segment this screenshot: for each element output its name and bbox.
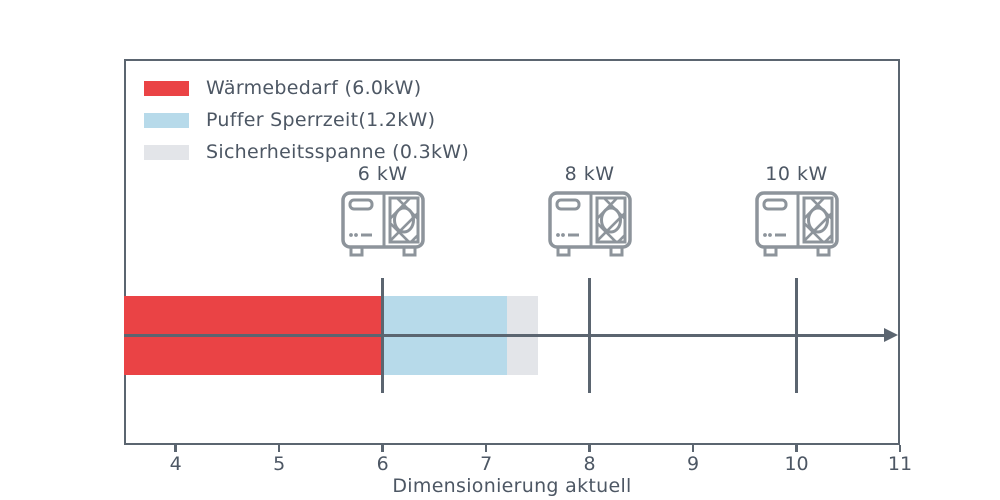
x-tick-label: 5 <box>273 453 286 475</box>
x-tick-mark <box>795 445 798 452</box>
legend-swatch <box>144 112 189 128</box>
legend-label: Wärmebedarf (6.0kW) <box>206 77 422 99</box>
legend-row: Wärmebedarf (6.0kW) <box>144 72 469 104</box>
x-tick-mark <box>381 445 384 452</box>
pump-size-label: 10 kW <box>765 163 828 185</box>
heat-pump-icon <box>547 190 633 262</box>
legend-label: Sicherheitsspanne (0.3kW) <box>206 141 470 163</box>
x-tick-label: 7 <box>480 453 493 475</box>
plot-area: Wärmebedarf (6.0kW) Puffer Sperrzeit(1.2k… <box>124 59 912 497</box>
pump-size-label: 6 kW <box>357 163 408 185</box>
x-tick-label: 6 <box>376 453 389 475</box>
x-tick-label: 8 <box>583 453 596 475</box>
x-tick-label: 4 <box>169 453 182 475</box>
pump-size-label: 8 kW <box>564 163 615 185</box>
heat-pump-icon <box>754 190 840 262</box>
pump-marker-line <box>795 278 798 393</box>
bar-stack <box>124 296 900 375</box>
x-axis-arrow-line <box>124 334 886 337</box>
x-axis-arrow-head <box>884 328 898 342</box>
x-tick-mark <box>277 445 281 452</box>
legend-swatch <box>144 80 189 96</box>
legend-row: Puffer Sperrzeit(1.2kW) <box>144 104 469 136</box>
heat-pump-icon <box>340 190 426 262</box>
legend-label: Puffer Sperrzeit(1.2kW) <box>206 109 436 131</box>
pump-marker-line <box>588 278 591 393</box>
legend-swatch <box>144 144 189 160</box>
x-tick-label: 9 <box>687 453 700 475</box>
x-axis-label: Dimensionierung aktuell <box>392 475 632 497</box>
x-tick-mark <box>174 445 177 452</box>
legend-row: Sicherheitsspanne (0.3kW) <box>144 136 469 168</box>
x-tick-mark <box>484 445 488 452</box>
x-tick-label: 10 <box>784 453 809 475</box>
x-tick-mark <box>588 445 591 452</box>
x-tick-mark <box>898 445 902 452</box>
x-tick-mark <box>691 445 695 452</box>
pump-marker-line <box>381 278 384 393</box>
legend: Wärmebedarf (6.0kW) Puffer Sperrzeit(1.2k… <box>144 72 469 168</box>
x-tick-label: 11 <box>887 453 913 475</box>
